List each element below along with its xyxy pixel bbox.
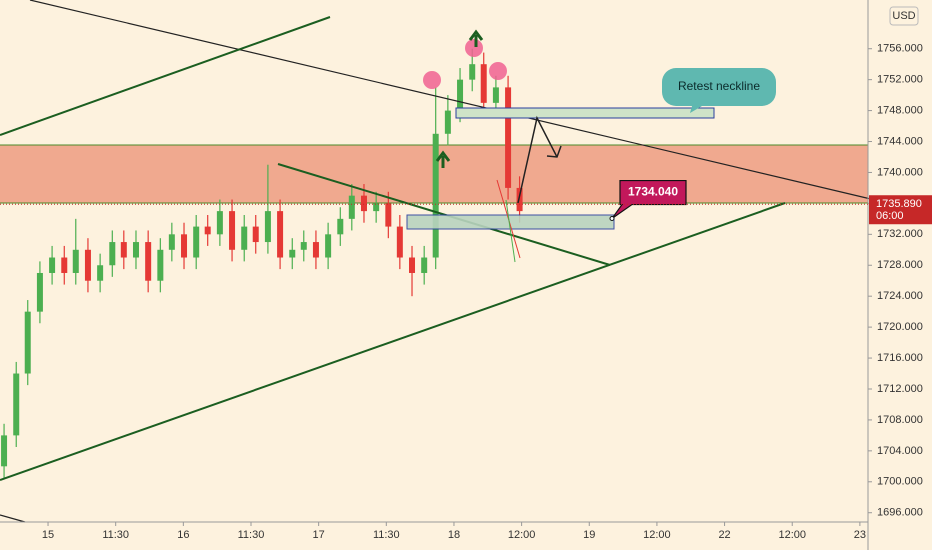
candle-body (36, 272, 43, 312)
callout-text: Retest neckline (678, 79, 760, 93)
candle-body (432, 133, 439, 258)
candle-body (145, 242, 152, 281)
candle-body (312, 242, 319, 258)
up-arrow (468, 29, 484, 47)
candle-body (181, 234, 188, 258)
candle-body (373, 203, 380, 212)
x-tick-label: 22 (718, 529, 730, 541)
candle-body (216, 211, 223, 235)
candle-body (385, 203, 392, 227)
callout (662, 68, 776, 113)
candle-body (61, 257, 68, 273)
price-callout: 1734.040 (609, 179, 687, 222)
top-marker (465, 39, 483, 57)
x-tick-label: 17 (313, 529, 325, 541)
x-tick-label: 12:00 (643, 529, 671, 541)
candle-body (120, 242, 127, 258)
x-tick-label: 11:30 (102, 529, 129, 541)
candle-body (348, 195, 355, 219)
candle-body (289, 249, 296, 258)
y-tick-label: 1704.000 (877, 445, 923, 457)
arrow-head (546, 145, 562, 158)
candle-body (337, 218, 344, 235)
candle-body (396, 226, 403, 258)
channel-line (0, 16, 331, 136)
candle-body (300, 242, 307, 250)
candle-body (193, 226, 200, 258)
up-arrow (435, 150, 451, 168)
candle-body (157, 249, 164, 281)
candles (1, 48, 523, 478)
candle-body (360, 195, 367, 212)
candle-body (469, 64, 476, 80)
x-tick-label: 16 (177, 529, 189, 541)
price-label-box (869, 195, 932, 225)
candle-body (264, 211, 271, 243)
candle-body (84, 249, 91, 281)
y-tick-label: 1756.000 (877, 43, 923, 55)
candle-body (421, 257, 428, 273)
candle-body (72, 249, 79, 273)
x-tick-label: 12:00 (778, 529, 806, 541)
x-tick-label: 11:30 (373, 529, 400, 541)
y-tick-label: 1708.000 (877, 414, 923, 426)
y-tick-label: 1716.000 (877, 352, 923, 364)
candle-body (241, 226, 248, 250)
y-tick-label: 1748.000 (877, 104, 923, 116)
y-tick-label: 1732.000 (877, 228, 923, 240)
candle-body (480, 64, 487, 103)
candle-body (24, 311, 31, 374)
x-tick-label: 19 (583, 529, 595, 541)
candle-body (97, 265, 104, 281)
candle-body (204, 226, 211, 235)
callout-anchor (609, 216, 615, 222)
y-tick-label: 1744.000 (877, 135, 923, 147)
candle-body (444, 110, 451, 134)
currency-box (889, 6, 919, 26)
x-tick-label: 11:30 (238, 529, 265, 541)
y-tick-label: 1752.000 (877, 74, 923, 86)
y-tick-label: 1724.000 (877, 290, 923, 302)
candle-body (13, 373, 20, 436)
box (455, 107, 715, 119)
candle-body (252, 226, 259, 243)
countdown: 06:00 (876, 210, 904, 222)
top-marker (423, 71, 441, 89)
candle-body (325, 234, 332, 258)
currency: USD (892, 10, 915, 22)
top-marker (489, 62, 507, 80)
candle-body (49, 257, 56, 273)
candle-body (409, 257, 416, 273)
candle-body (132, 242, 139, 258)
wedge-line (505, 199, 516, 263)
y-tick-label: 1712.000 (877, 383, 923, 395)
x-tick-label: 18 (448, 529, 460, 541)
y-tick-label: 1720.000 (877, 321, 923, 333)
candle-body (1, 435, 8, 467)
candle-body (492, 87, 499, 103)
trend-line (0, 514, 26, 523)
y-tick-label: 1696.000 (877, 507, 923, 519)
candle-body (457, 79, 464, 111)
candle-body (109, 242, 116, 266)
projection-arrow (517, 115, 558, 204)
x-tick-label: 15 (42, 529, 54, 541)
candle-body (505, 87, 512, 188)
x-tick-label: 12:00 (508, 529, 536, 541)
triangle-line (0, 202, 786, 481)
candle-body (277, 211, 284, 258)
candle-body (229, 211, 236, 250)
callout-text: 1734.040 (628, 185, 678, 199)
y-tick-label: 1728.000 (877, 259, 923, 271)
price-label: 1735.890 (876, 198, 922, 210)
candle-body (516, 187, 523, 212)
candle-body (168, 234, 175, 250)
callout-box (611, 179, 687, 220)
trend-line (29, 0, 876, 201)
y-tick-label: 1700.000 (877, 476, 923, 488)
y-tick-label: 1740.000 (877, 166, 923, 178)
x-tick-label: 23 (854, 529, 866, 541)
